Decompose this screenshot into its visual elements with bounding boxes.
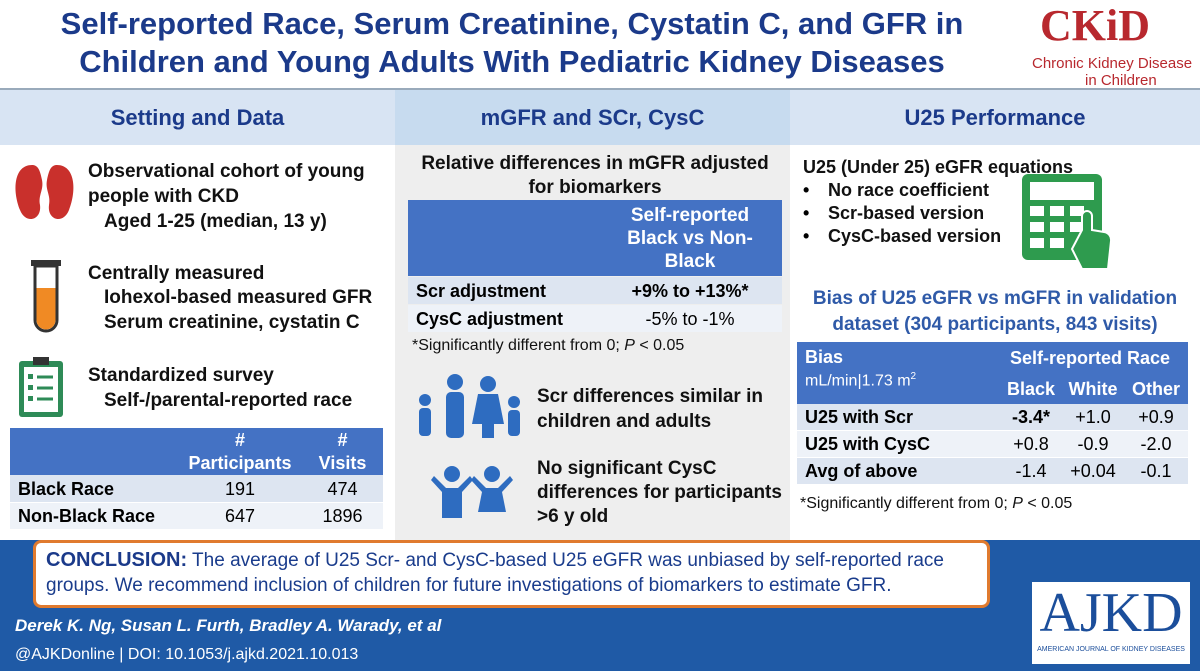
item-text: Aged 1-25 (median, 13 y) bbox=[104, 211, 327, 232]
table-cell: +0.8 bbox=[1013, 434, 1049, 454]
logo-text: in Children bbox=[1085, 72, 1157, 89]
journal-mark: AJKD bbox=[1039, 582, 1183, 644]
footnote-text: *Significantly different from 0; bbox=[800, 495, 1013, 512]
footnote-text: < 0.05 bbox=[1022, 495, 1073, 512]
table-cell: -3.4* bbox=[1011, 407, 1051, 427]
item-text: Iohexol-based measured GFR bbox=[104, 287, 373, 308]
item-text: people with CKD bbox=[88, 186, 239, 207]
test-tube-icon bbox=[31, 260, 61, 333]
column-header: Other bbox=[1131, 379, 1180, 399]
table-cell: -2.0 bbox=[1140, 434, 1172, 454]
table-row bbox=[797, 431, 1188, 457]
table-cell: 191 bbox=[224, 479, 256, 499]
row-label: CysC adjustment bbox=[416, 309, 564, 329]
item-text: Self-/parental-reported race bbox=[104, 390, 353, 411]
table-header bbox=[408, 200, 782, 276]
row-label: Non-Black Race bbox=[18, 506, 156, 526]
logo-text: Chronic Kidney Disease bbox=[1032, 55, 1193, 72]
table-cell: 474 bbox=[327, 479, 358, 499]
table-cell: +1.0 bbox=[1075, 407, 1111, 427]
table-cell: -5% to -1% bbox=[645, 309, 735, 329]
calculator-icon bbox=[1022, 174, 1113, 270]
bullet-text: Scr-based version bbox=[828, 203, 985, 223]
table-cell: +9% to +13%* bbox=[631, 281, 749, 301]
column-header: # bbox=[337, 430, 348, 450]
table-cell: +0.9 bbox=[1138, 407, 1174, 427]
bullet-text: No race coefficient bbox=[828, 180, 990, 200]
conclusion-text: The average of U25 Scr- and CysC-based U… bbox=[46, 550, 944, 596]
column-header: Black bbox=[1006, 379, 1056, 399]
table-cell: 647 bbox=[224, 506, 256, 526]
row-label: Scr adjustment bbox=[416, 281, 547, 301]
table-title: Relative differences in mGFR adjusted fo… bbox=[421, 153, 769, 198]
finding-text: Scr differences similar in children and … bbox=[537, 386, 763, 432]
section-heading: U25 Performance bbox=[904, 104, 1086, 130]
unit-label: mL/min|1.73 m2 bbox=[805, 371, 916, 390]
table-header bbox=[10, 428, 383, 475]
table-cell: -0.1 bbox=[1140, 461, 1172, 481]
table-cell: +0.04 bbox=[1070, 461, 1116, 481]
column-header: Visits bbox=[318, 453, 367, 473]
column-header: Self-reported Black vs Non-Black bbox=[627, 205, 753, 272]
item-text: Observational cohort of young bbox=[88, 161, 365, 182]
conclusion-label: CONCLUSION: bbox=[46, 549, 188, 571]
column-header: Participants bbox=[188, 453, 292, 473]
row-label: U25 with CysC bbox=[805, 434, 931, 454]
people-icon bbox=[419, 374, 520, 438]
section-heading: mGFR and SCr, CysC bbox=[480, 104, 705, 130]
item-text: Standardized survey bbox=[88, 365, 274, 386]
item-text: Serum creatinine, cystatin C bbox=[104, 312, 360, 333]
table-row bbox=[408, 305, 782, 332]
table-row bbox=[797, 458, 1188, 484]
column-header: # bbox=[234, 430, 245, 450]
bullet: • bbox=[803, 180, 810, 200]
table-cell: 1896 bbox=[322, 506, 363, 526]
column-header: Bias bbox=[805, 347, 844, 367]
kidney-icon bbox=[15, 165, 74, 220]
citation: @AJKDonline | DOI: 10.1053/j.ajkd.2021.1… bbox=[15, 646, 359, 663]
bullet: • bbox=[803, 203, 810, 223]
title: Self-reported Race, Serum Creatinine, Cy… bbox=[60, 6, 964, 41]
middle-header bbox=[395, 90, 790, 145]
footnote: *Significantly different from 0; P < 0.0… bbox=[412, 337, 684, 355]
footnote-text: P bbox=[1012, 495, 1023, 512]
journal-name: AMERICAN JOURNAL OF KIDNEY DISEASES bbox=[1037, 646, 1185, 653]
table-title: Bias of U25 eGFR vs mGFR in validation d… bbox=[812, 288, 1178, 335]
bullet: • bbox=[803, 226, 810, 246]
column-header: White bbox=[1068, 379, 1118, 399]
table-cell: -1.4 bbox=[1015, 461, 1047, 481]
group-header: Self-reported Race bbox=[1009, 348, 1171, 368]
row-label: Avg of above bbox=[805, 461, 918, 481]
conclusion-box: CONCLUSION: The average of U25 Scr- and … bbox=[33, 540, 990, 608]
unit-sup: 2 bbox=[910, 371, 917, 382]
bullet-text: CysC-based version bbox=[828, 226, 1002, 246]
intro-text: U25 (Under 25) eGFR equations bbox=[803, 157, 1074, 177]
row-label: Black Race bbox=[18, 479, 115, 499]
journal-logo bbox=[1032, 582, 1190, 664]
unit-text: mL/min|1.73 m bbox=[805, 372, 911, 390]
title: Children and Young Adults With Pediatric… bbox=[79, 44, 945, 79]
table-row bbox=[797, 404, 1188, 430]
table-header bbox=[797, 342, 1188, 404]
table-row bbox=[10, 502, 383, 529]
item-text: Centrally measured bbox=[88, 263, 265, 284]
table-cell: -0.9 bbox=[1077, 434, 1109, 454]
footnote-text: P bbox=[624, 337, 635, 354]
finding-text: No significant CysC differences for part… bbox=[537, 458, 782, 527]
row-label: U25 with Scr bbox=[805, 407, 914, 427]
table-row bbox=[10, 475, 383, 502]
survey-icon bbox=[19, 357, 63, 417]
authors: Derek K. Ng, Susan L. Furth, Bradley A. … bbox=[15, 616, 442, 635]
table-row bbox=[408, 277, 782, 304]
footnote: *Significantly different from 0; P < 0.0… bbox=[800, 495, 1072, 513]
footnote-text: < 0.05 bbox=[634, 337, 685, 354]
children-icon bbox=[431, 466, 513, 518]
logo-mark: CKiD bbox=[1040, 1, 1150, 50]
section-heading: Setting and Data bbox=[110, 104, 285, 130]
footnote-text: *Significantly different from 0; bbox=[412, 337, 625, 354]
